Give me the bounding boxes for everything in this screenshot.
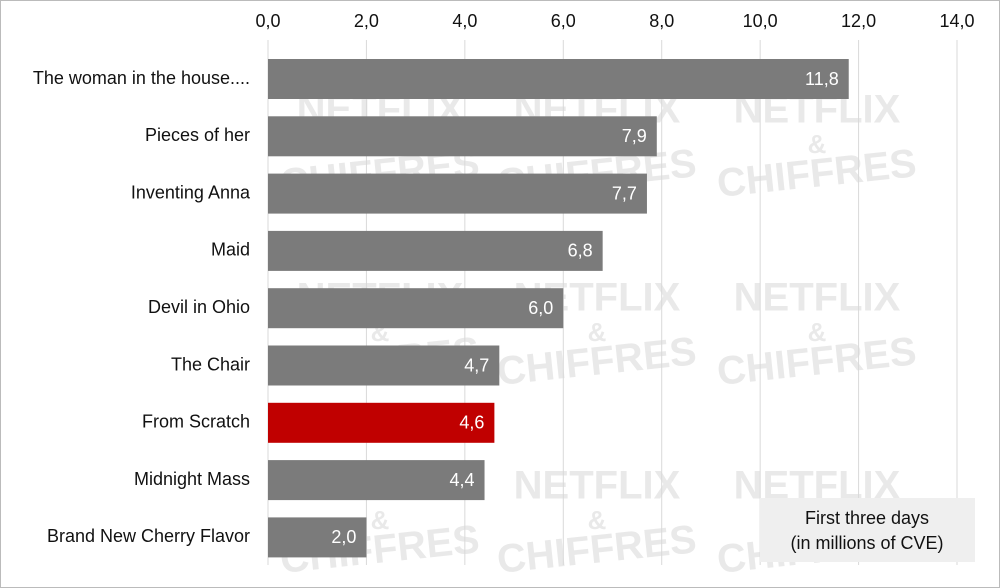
bar	[268, 460, 485, 501]
watermark-text: &	[588, 317, 607, 347]
x-tick-label: 0,0	[255, 11, 280, 31]
bars: The woman in the house.... 11,8 Pieces of …	[33, 59, 849, 558]
x-tick-label: 12,0	[841, 11, 876, 31]
bar	[268, 59, 849, 99]
value-label: 2,0	[331, 527, 356, 547]
value-label: 7,9	[622, 126, 647, 146]
bar	[268, 517, 367, 558]
x-tick-label: 10,0	[743, 11, 778, 31]
y-tick-label: Pieces of her	[145, 125, 250, 145]
watermark-text: NETFLIX	[734, 276, 901, 320]
annotation-box	[760, 498, 975, 562]
watermark-text: NETFLIX	[514, 464, 681, 508]
y-tick-label: Devil in Ohio	[148, 297, 250, 317]
bar	[268, 402, 495, 443]
y-tick-label: Maid	[211, 240, 250, 260]
watermark-text: &	[588, 505, 607, 535]
x-tick-label: 14,0	[939, 11, 974, 31]
watermark-text: &	[808, 129, 827, 159]
value-label: 7,7	[612, 183, 637, 203]
bar	[268, 116, 657, 157]
bar	[268, 230, 603, 271]
y-tick-label: From Scratch	[142, 412, 250, 432]
annotation-line: (in millions of CVE)	[790, 533, 943, 553]
value-label: 6,8	[568, 241, 593, 261]
x-tick-label: 8,0	[649, 11, 674, 31]
value-label: 4,6	[459, 413, 484, 433]
y-tick-label: The Chair	[171, 354, 250, 374]
annotation-line: First three days	[805, 508, 929, 528]
value-label: 4,4	[450, 470, 475, 490]
x-tick-label: 6,0	[551, 11, 576, 31]
x-tick-label: 2,0	[354, 11, 379, 31]
y-tick-label: Inventing Anna	[131, 182, 251, 202]
value-label: 6,0	[528, 298, 553, 318]
y-tick-label: Brand New Cherry Flavor	[47, 526, 250, 546]
x-tick-label: 4,0	[452, 11, 477, 31]
y-tick-label: The woman in the house....	[33, 68, 250, 88]
value-label: 11,8	[805, 69, 839, 89]
bar	[268, 288, 564, 329]
bar	[268, 173, 647, 214]
watermark-text: &	[808, 317, 827, 347]
value-label: 4,7	[464, 355, 489, 375]
y-tick-label: Midnight Mass	[134, 469, 250, 489]
bar	[268, 345, 500, 386]
watermark-text: &	[371, 505, 390, 535]
